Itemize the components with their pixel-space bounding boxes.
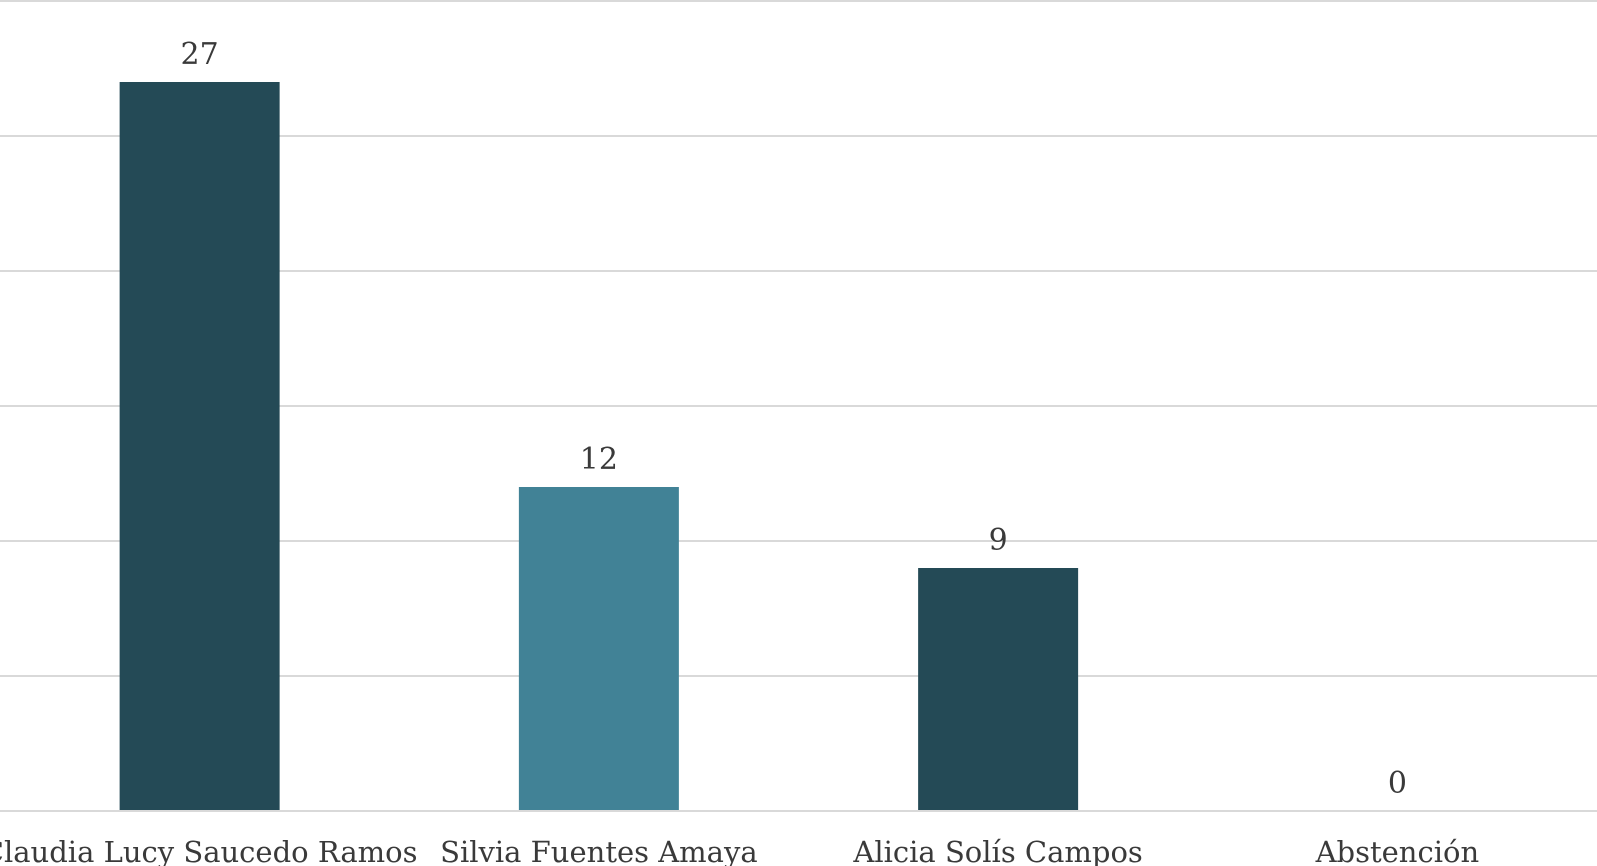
bar-value-label: 9 <box>989 523 1008 558</box>
category-label: Abstención <box>1315 835 1480 866</box>
bar-value-label: 27 <box>181 37 219 72</box>
bar <box>119 82 280 811</box>
category-label: Alicia Solís Campos <box>852 835 1142 866</box>
bars <box>119 82 1079 811</box>
bar <box>518 487 679 811</box>
data-labels: 27 12 9 0 <box>181 37 1407 801</box>
category-label: Claudia Lucy Saucedo Ramos <box>0 835 417 866</box>
category-labels: Claudia Lucy Saucedo Ramos Silvia Fuentes… <box>0 835 1479 866</box>
bar-value-label: 0 <box>1388 766 1407 801</box>
category-label: Silvia Fuentes Amaya <box>440 835 758 866</box>
bar <box>918 568 1079 811</box>
bar-value-label: 12 <box>580 442 618 477</box>
